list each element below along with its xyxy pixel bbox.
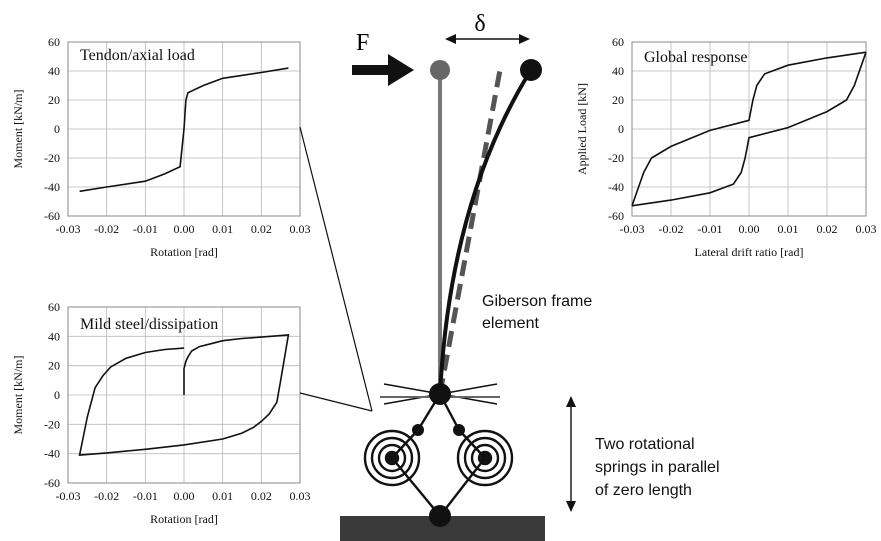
spring-links (391, 393, 486, 517)
springs-arrowhead-bottom (566, 501, 576, 512)
chart-mild: -0.03 -0.02 -0.01 0.00 0.01 0.02 0.03 60 40 20 0 -2… (11, 300, 311, 526)
y-axis-label: Applied Load [kN] (575, 83, 589, 175)
y-tick-label: -20 (608, 151, 624, 165)
force-label: F (356, 30, 369, 56)
y-tick-label: -20 (44, 151, 60, 165)
chart-title: Global response (644, 49, 748, 66)
x-tick-label: -0.01 (698, 222, 723, 236)
top-node-original (430, 60, 450, 80)
x-tick-label: -0.03 (620, 222, 645, 236)
spring-center-right (480, 453, 490, 463)
plot-frame (631, 41, 867, 217)
x-tick-label: 0.01 (212, 489, 233, 503)
x-tick-label: 0.01 (778, 222, 799, 236)
x-tick-label: -0.01 (133, 222, 158, 236)
displacement-label: δ (474, 11, 485, 37)
series-line (631, 51, 867, 207)
y-tick-label: -60 (44, 476, 60, 490)
spring-center-left (387, 453, 397, 463)
x-tick-label: 0.01 (212, 222, 233, 236)
y-tick-label: 0 (54, 388, 60, 402)
rotational-spring-left (363, 429, 421, 487)
x-tick-label: 0.00 (174, 489, 195, 503)
y-tick-label: 40 (48, 64, 60, 78)
element-label-line1: Giberson frame (482, 293, 592, 310)
y-tick-label: 0 (618, 122, 624, 136)
y-tick-label: -40 (608, 180, 624, 194)
chord-column-dashed (437, 69, 503, 395)
x-tick-label: -0.02 (94, 222, 119, 236)
element-label-line2: element (482, 315, 539, 332)
x-tick-label: 0.02 (251, 489, 272, 503)
x-tick-label: -0.03 (56, 489, 81, 503)
y-tick-label: 20 (612, 93, 624, 107)
y-tick-label: 40 (612, 64, 624, 78)
base-node (429, 383, 451, 405)
y-tick-label: -20 (44, 417, 60, 431)
y-tick-label: -40 (44, 447, 60, 461)
springs-arrowhead-top (566, 396, 576, 407)
x-tick-label: 0.00 (739, 222, 760, 236)
x-tick-label: -0.01 (133, 489, 158, 503)
y-tick-label: -60 (608, 209, 624, 223)
x-axis-label: Lateral drift ratio [rad] (695, 245, 804, 259)
connector-line-lower (299, 392, 373, 412)
y-tick-label: 0 (54, 122, 60, 136)
y-tick-label: 40 (48, 329, 60, 343)
y-tick-label: -40 (44, 180, 60, 194)
series-line (79, 67, 289, 193)
chart-title: Mild steel/dissipation (80, 316, 218, 333)
ground-node (429, 505, 451, 527)
link-node-left (412, 424, 424, 436)
springs-label-line2: springs in parallel (595, 459, 720, 476)
x-tick-label: 0.02 (817, 222, 838, 236)
link-node-right (453, 424, 465, 436)
x-axis-label: Rotation [rad] (150, 512, 218, 526)
deformed-column (438, 68, 533, 395)
x-tick-label: -0.02 (659, 222, 684, 236)
x-axis-label: Rotation [rad] (150, 245, 218, 259)
chart-global: -0.03 -0.02 -0.01 0.00 0.01 0.02 0.03 60 40 20 0 -2… (575, 35, 877, 259)
y-tick-label: 60 (48, 300, 60, 314)
x-tick-label: 0.02 (251, 222, 272, 236)
displacement-arrowhead-right (519, 34, 530, 44)
x-tick-label: 0.03 (856, 222, 877, 236)
springs-label-line1: Two rotational (595, 436, 695, 453)
x-tick-label: -0.03 (56, 222, 81, 236)
springs-label-line3: of zero length (595, 482, 692, 499)
y-tick-label: 20 (48, 359, 60, 373)
x-tick-label: 0.03 (290, 489, 311, 503)
series-line (631, 51, 867, 207)
top-node-deformed (520, 59, 542, 81)
y-tick-label: 60 (612, 35, 624, 49)
y-tick-label: -60 (44, 209, 60, 223)
plot-frame (67, 306, 301, 484)
force-arrow (352, 54, 414, 86)
y-axis-label: Moment [kN/m] (11, 356, 25, 435)
x-tick-label: -0.02 (94, 489, 119, 503)
connector-line-upper (299, 126, 373, 412)
displacement-arrowhead-left (445, 34, 456, 44)
chart-title: Tendon/axial load (80, 47, 195, 64)
series-line (78, 334, 290, 456)
y-tick-label: 60 (48, 35, 60, 49)
chart-tendon: -0.03 -0.02 -0.01 0.00 0.01 0.02 0.03 60 40 20 0 -2… (11, 35, 311, 259)
x-tick-label: 0.03 (290, 222, 311, 236)
y-axis-label: Moment [kN/m] (11, 90, 25, 169)
rotational-spring-right (456, 429, 514, 487)
x-tick-label: 0.00 (174, 222, 195, 236)
y-tick-label: 20 (48, 93, 60, 107)
